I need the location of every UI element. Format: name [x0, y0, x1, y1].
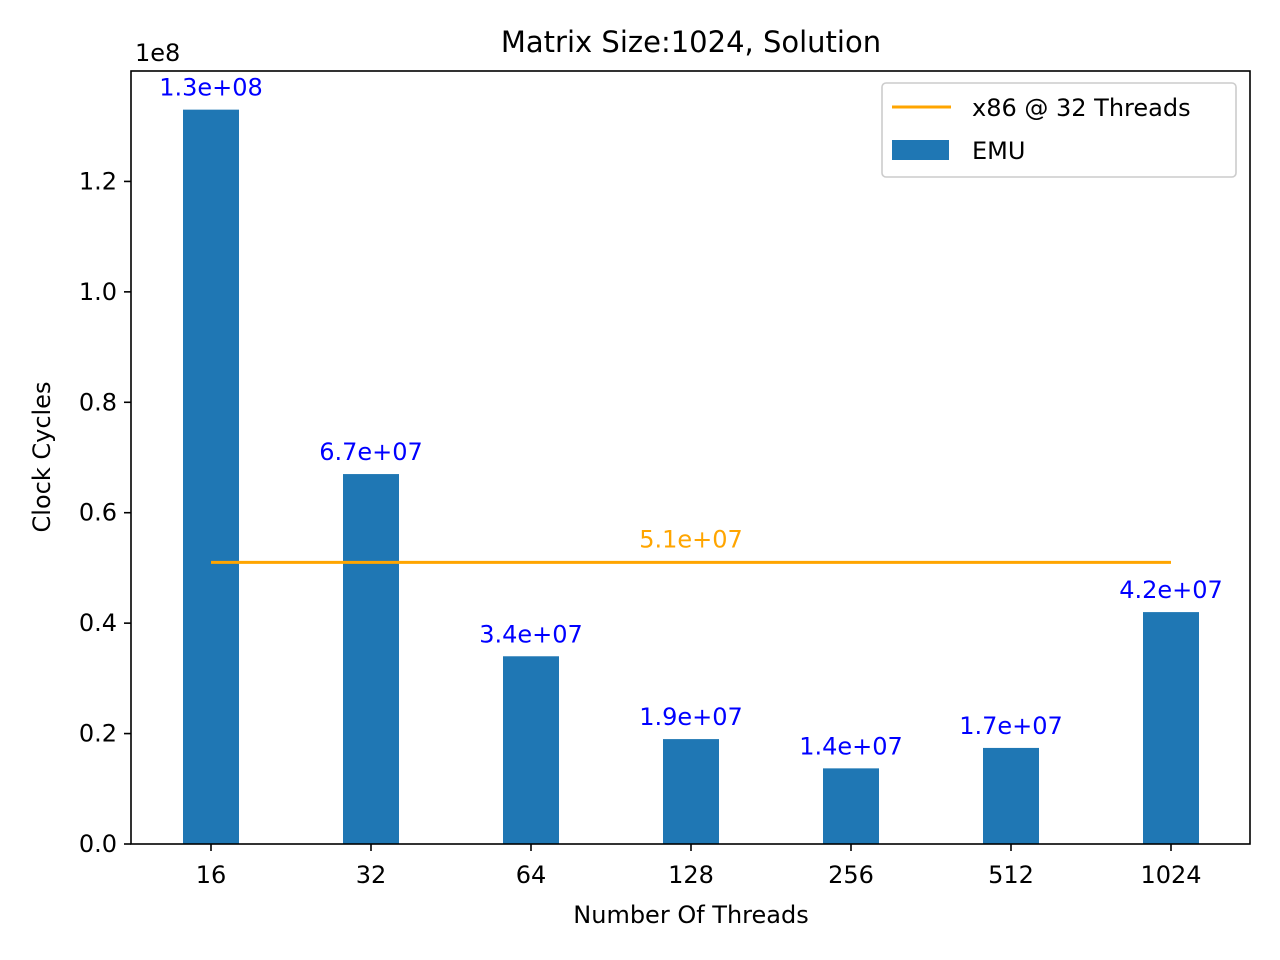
- x-axis-label: Number Of Threads: [573, 901, 808, 929]
- x-tick-label: 512: [988, 861, 1034, 889]
- y-offset-label: 1e8: [135, 39, 180, 67]
- bar-1024: [1143, 612, 1199, 844]
- x-tick-label: 64: [516, 861, 547, 889]
- bar-32: [343, 474, 399, 844]
- x-axis: 16 32 64 128 256 512 1024: [196, 844, 1202, 889]
- bar-16: [183, 109, 239, 844]
- bar-value-label-64: 3.4e+07: [479, 620, 583, 648]
- bar-value-label-32: 6.7e+07: [319, 438, 423, 466]
- bar-value-label-256: 1.4e+07: [799, 732, 903, 760]
- legend-box: [881, 82, 1237, 178]
- x-tick-label: 1024: [1140, 861, 1201, 889]
- legend-bar-swatch: [892, 140, 949, 160]
- bar-128: [663, 739, 719, 844]
- y-tick-label: 1.2: [79, 167, 117, 195]
- y-tick-label: 0.4: [79, 609, 117, 637]
- y-tick-label: 0.0: [79, 830, 117, 858]
- legend-reference-label: x86 @ 32 Threads: [972, 94, 1191, 122]
- bar-value-label-16: 1.3e+08: [159, 74, 263, 102]
- bar-64: [503, 656, 559, 844]
- bar-256: [823, 768, 879, 844]
- x-tick-label: 128: [668, 861, 714, 889]
- bar-value-label-128: 1.9e+07: [639, 703, 743, 731]
- y-tick-label: 0.8: [79, 388, 117, 416]
- legend: x86 @ 32 Threads EMU: [881, 82, 1237, 178]
- x-tick-label: 32: [356, 861, 387, 889]
- bar-labels-group: 1.3e+08 6.7e+07 3.4e+07 1.9e+07 1.4e+07 1.7e+…: [159, 74, 1223, 761]
- y-tick-label: 0.2: [79, 720, 117, 748]
- x-tick-label: 16: [196, 861, 227, 889]
- reference-line-label: 5.1e+07: [639, 525, 743, 553]
- x-tick-label: 256: [828, 861, 874, 889]
- bars-group: [183, 109, 1199, 844]
- legend-bar-label: EMU: [972, 137, 1025, 165]
- bar-value-label-1024: 4.2e+07: [1119, 576, 1223, 604]
- bar-value-label-512: 1.7e+07: [959, 712, 1063, 740]
- y-axis-label: Clock Cycles: [28, 382, 56, 533]
- y-tick-label: 1.0: [79, 278, 117, 306]
- chart-title: Matrix Size:1024, Solution: [501, 25, 881, 59]
- y-axis: 0.0 0.2 0.4 0.6 0.8 1.0 1.2: [79, 167, 131, 858]
- y-tick-label: 0.6: [79, 499, 117, 527]
- bar-512: [983, 747, 1039, 844]
